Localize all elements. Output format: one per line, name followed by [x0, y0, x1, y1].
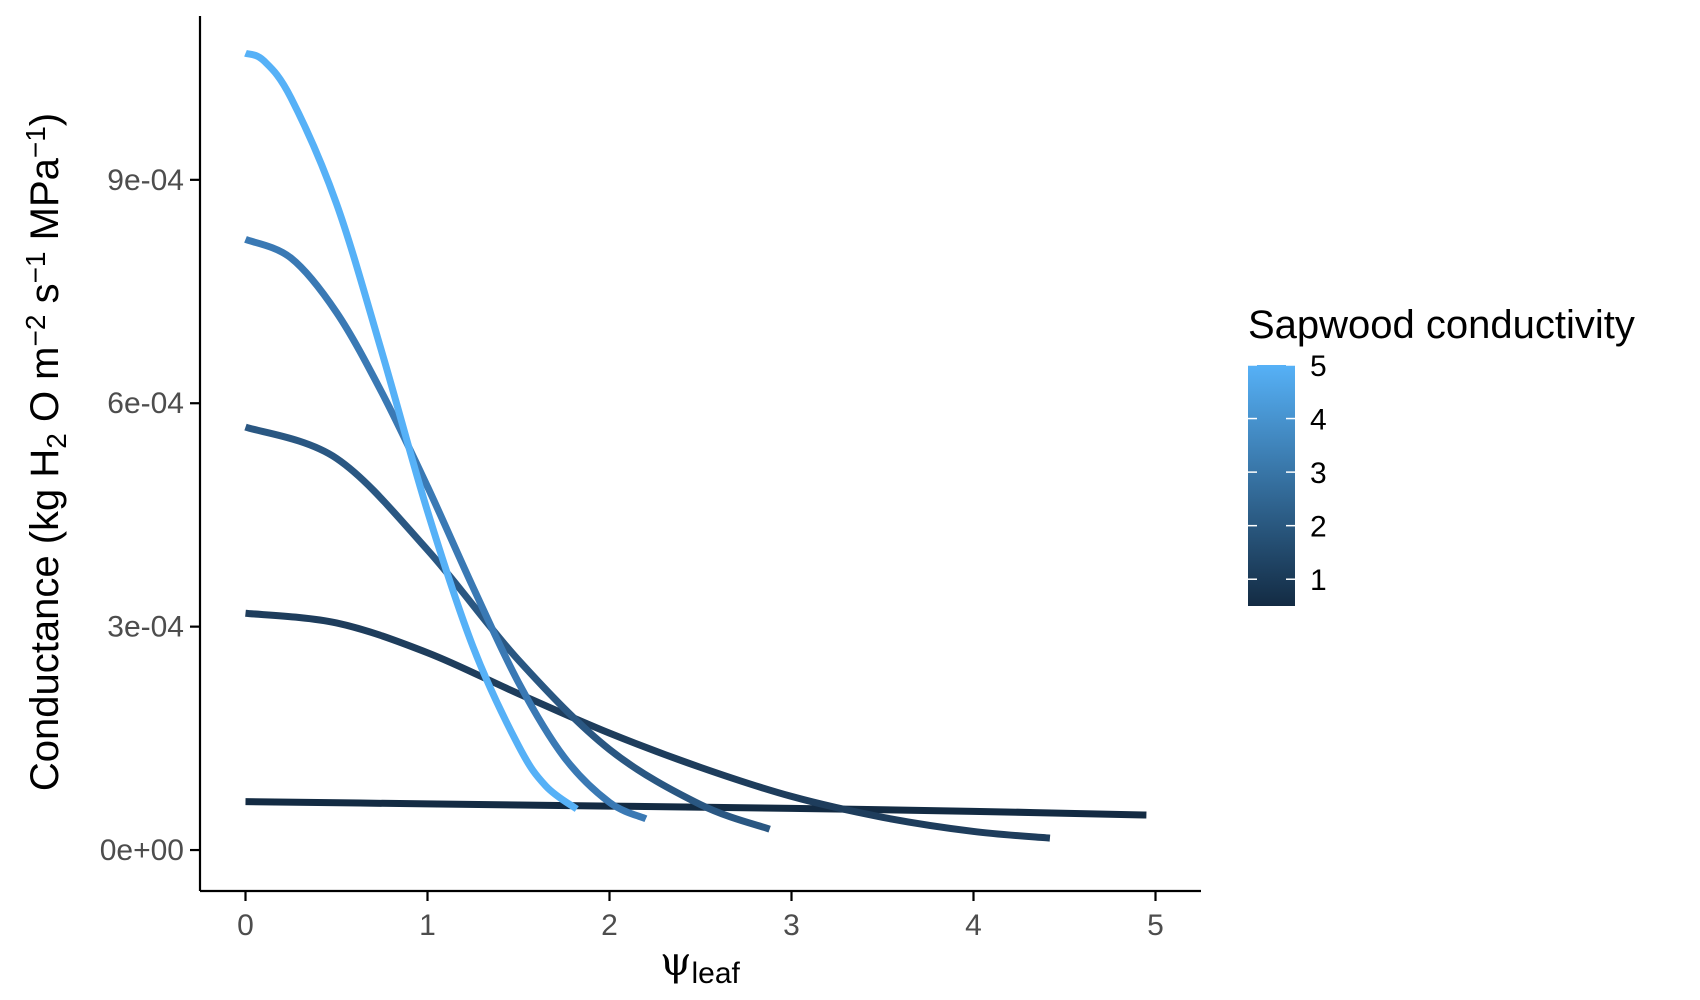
y-axis-title-part: O m: [23, 346, 67, 433]
y-axis-title-group: Conductance (kg H2 O m−2 s−1 MPa−1): [20, 113, 72, 791]
y-axis-title-part: MPa: [23, 157, 67, 251]
legend-tick-label: 4: [1310, 404, 1327, 437]
legend-tick-label: 5: [1310, 350, 1327, 383]
legend-tick-label: 3: [1310, 457, 1327, 490]
legend-ticks: 1 2 3 4 5: [1248, 350, 1327, 597]
y-axis-title-part: 2: [41, 433, 72, 449]
legend-tick-label: 1: [1310, 564, 1327, 597]
series-line-3: [244, 236, 648, 823]
y-axis-title-part: −2: [20, 315, 51, 347]
x-axis-title-subscript: leaf: [692, 957, 741, 990]
x-tick-label: 4: [965, 909, 982, 942]
y-axis-title-part: ): [23, 113, 67, 126]
legend-colorbar: [1248, 365, 1295, 606]
y-axis-title-part: Conductance (kg H: [23, 449, 67, 791]
y-axis-title-part: −1: [20, 251, 51, 283]
y-tick-label: 3e-04: [107, 611, 184, 644]
x-tick-label: 2: [601, 909, 618, 942]
y-tick-label: 0e+00: [100, 834, 184, 867]
series-layer: [244, 49, 1147, 842]
series-line-1: [245, 609, 1051, 842]
legend: Sapwood conductivity 1 2 3 4 5: [1248, 303, 1635, 606]
series-line-4: [244, 49, 579, 812]
y-axis-title-part: −1: [20, 126, 51, 158]
x-tick-label: 5: [1147, 909, 1164, 942]
x-ticks: 0 1 2 3 4 5: [237, 891, 1164, 942]
x-tick-label: 1: [419, 909, 436, 942]
x-tick-label: 3: [783, 909, 800, 942]
x-tick-label: 0: [237, 909, 254, 942]
y-tick-label: 9e-04: [107, 164, 184, 197]
x-axis-title: ψleaf: [660, 939, 740, 990]
y-axis-title-part: s: [23, 283, 67, 314]
x-axis-title-base: ψ: [660, 939, 691, 985]
y-tick-label: 6e-04: [107, 387, 184, 420]
legend-tick-label: 2: [1310, 511, 1327, 544]
series-line-2: [244, 423, 771, 833]
y-ticks: 0e+00 3e-04 6e-04 9e-04: [100, 164, 200, 867]
y-axis-title: Conductance (kg H2 O m−2 s−1 MPa−1): [20, 113, 72, 791]
legend-title: Sapwood conductivity: [1248, 303, 1635, 347]
